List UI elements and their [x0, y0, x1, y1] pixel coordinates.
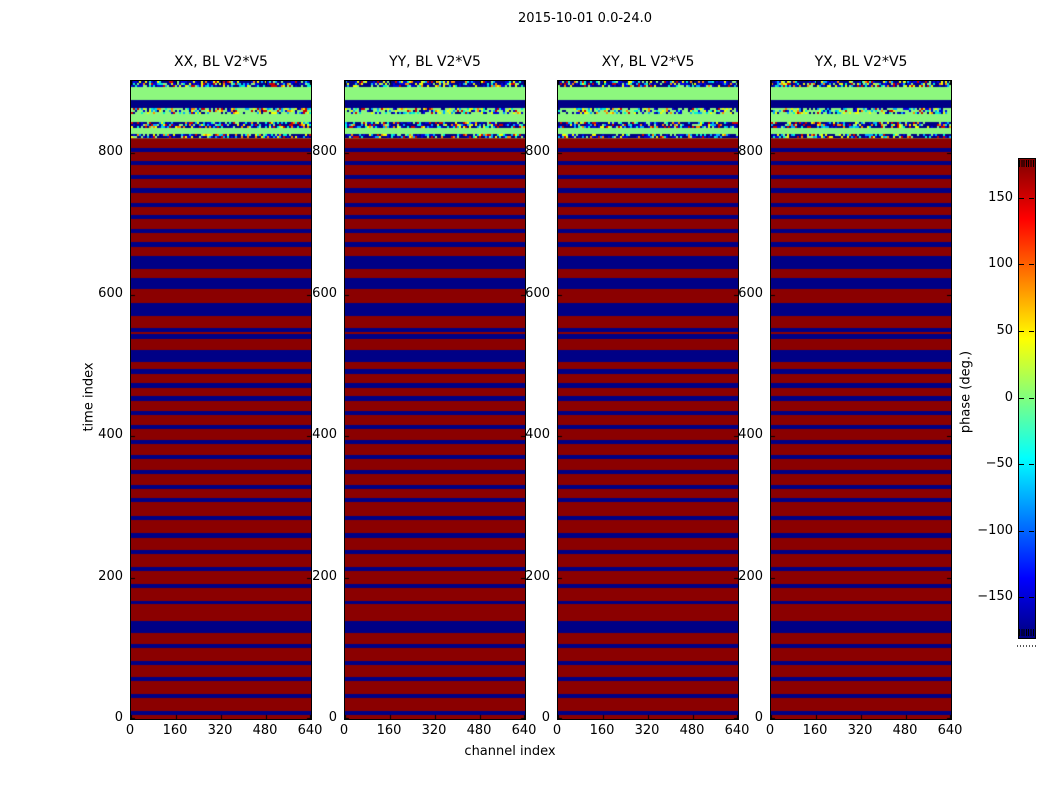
colorbar-tick-mark: [1029, 597, 1034, 598]
x-tick-label: 0: [125, 723, 135, 738]
y-tick-label: 600: [525, 285, 550, 301]
colorbar-tick-label: 150: [988, 189, 1013, 205]
y-tick-label: 200: [738, 568, 763, 584]
x-tick-label: 160: [589, 723, 615, 738]
heatmap-canvas: [771, 81, 951, 719]
y-tick-label: 400: [312, 427, 337, 443]
colorbar-tick-mark: [1029, 464, 1034, 465]
y-axis-label: time index: [81, 362, 97, 432]
colorbar-tick-mark: [1019, 531, 1024, 532]
x-tick-label: 160: [802, 723, 828, 738]
y-tick-label: 0: [328, 710, 337, 725]
figure-title: 2015-10-01 0.0-24.0: [518, 11, 652, 26]
colorbar-bottom-hatch: [1019, 629, 1035, 636]
colorbar-tick-label: 0: [1004, 389, 1013, 405]
colorbar-tick-mark: [1029, 331, 1034, 332]
heatmap-canvas: [345, 81, 525, 719]
x-tick-label: 640: [724, 723, 750, 738]
y-tick-label: 600: [312, 285, 337, 301]
colorbar-tick-label: −150: [977, 589, 1013, 605]
subplot-xy: XY, BL V2*V5: [557, 54, 739, 720]
subplot-title: YX, BL V2*V5: [814, 54, 908, 70]
subplot-title: YY, BL V2*V5: [389, 54, 481, 70]
x-axis-label: channel index: [464, 744, 556, 759]
x-tick-label: 480: [892, 723, 918, 738]
heatmap-canvas: [131, 81, 311, 719]
y-tick-label: 800: [525, 144, 550, 160]
colorbar-tick-mark: [1019, 264, 1024, 265]
y-tick-label: 400: [738, 427, 763, 443]
x-tick-label: 0: [339, 723, 349, 738]
x-tick-label: 0: [765, 723, 775, 738]
colorbar-tick-mark: [1029, 398, 1034, 399]
y-tick-label: 800: [312, 144, 337, 160]
y-tick-label: 0: [114, 710, 123, 725]
x-tick-label: 320: [634, 723, 660, 738]
x-tick-label: 320: [847, 723, 873, 738]
colorbar-tick-label: 100: [988, 256, 1013, 272]
x-tick-label: 160: [162, 723, 188, 738]
subplot-title: XX, BL V2*V5: [174, 54, 268, 70]
y-tick-label: 800: [98, 144, 123, 160]
heatmap-canvas: [558, 81, 738, 719]
colorbar-underflow-dots: [1017, 645, 1037, 647]
x-tick-label: 320: [421, 723, 447, 738]
y-tick-label: 0: [541, 710, 550, 725]
x-tick-label: 160: [376, 723, 402, 738]
subplot-yy: YY, BL V2*V5: [344, 54, 526, 720]
colorbar-tick-mark: [1019, 597, 1024, 598]
x-tick-label: 480: [679, 723, 705, 738]
colorbar-tick-mark: [1019, 464, 1024, 465]
colorbar-tick-mark: [1019, 198, 1024, 199]
y-tick-label: 200: [312, 568, 337, 584]
subplot-yx: YX, BL V2*V5: [770, 54, 952, 720]
y-tick-label: 600: [98, 285, 123, 301]
x-tick-label: 640: [511, 723, 537, 738]
colorbar-tick-mark: [1029, 531, 1034, 532]
subplot-xx: XX, BL V2*V5: [130, 54, 312, 720]
colorbar-tick-label: −100: [977, 522, 1013, 538]
colorbar-tick-label: 50: [996, 322, 1013, 338]
x-tick-label: 640: [937, 723, 963, 738]
y-tick-label: 200: [525, 568, 550, 584]
colorbar: [1018, 158, 1036, 639]
y-tick-label: 200: [98, 568, 123, 584]
x-tick-label: 320: [207, 723, 233, 738]
y-tick-label: 0: [754, 710, 763, 725]
colorbar-tick-label: −50: [985, 456, 1013, 472]
subplot-title: XY, BL V2*V5: [601, 54, 695, 70]
y-tick-label: 800: [738, 144, 763, 160]
x-tick-label: 640: [297, 723, 323, 738]
y-tick-label: 600: [738, 285, 763, 301]
y-tick-label: 400: [525, 427, 550, 443]
x-tick-label: 0: [552, 723, 562, 738]
colorbar-tick-mark: [1019, 398, 1024, 399]
y-tick-label: 400: [98, 427, 123, 443]
x-tick-label: 480: [466, 723, 492, 738]
colorbar-tick-mark: [1029, 198, 1034, 199]
colorbar-tick-mark: [1029, 264, 1034, 265]
colorbar-top-hatch: [1019, 160, 1035, 167]
x-tick-label: 480: [252, 723, 278, 738]
colorbar-tick-mark: [1019, 331, 1024, 332]
